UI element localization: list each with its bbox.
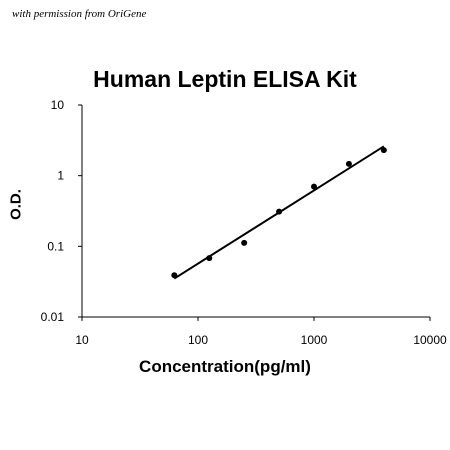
chart-title: Human Leptin ELISA Kit: [93, 66, 357, 92]
data-point: [241, 239, 248, 246]
x-tick-label: 10: [75, 333, 89, 347]
x-tick-label: 1000: [301, 333, 328, 347]
y-tick-label: 10: [51, 98, 65, 112]
x-tick-label: 100: [188, 333, 208, 347]
x-axis-label: Concentration(pg/ml): [139, 357, 311, 376]
y-tick-label: 0.1: [47, 239, 64, 253]
data-point: [311, 183, 317, 190]
data-point: [206, 255, 213, 262]
data-point: [345, 160, 352, 167]
data-point: [276, 208, 283, 215]
watermark-text: with permission from OriGene: [12, 8, 147, 20]
data-point: [380, 147, 387, 154]
x-tick-label: 10000: [413, 333, 447, 347]
data-point: [171, 272, 178, 279]
y-tick-label: 0.01: [41, 310, 65, 324]
y-tick-label: 1: [57, 169, 64, 183]
